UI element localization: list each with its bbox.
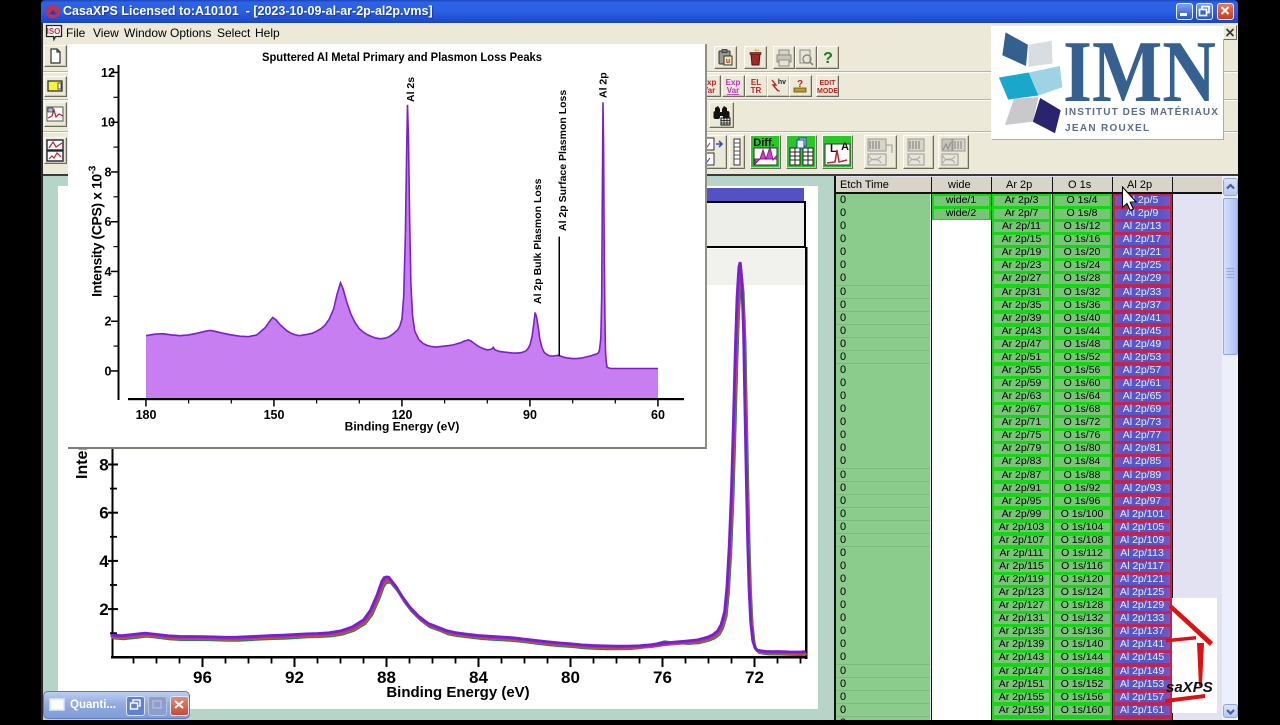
svg-text:hv: hv [778,79,786,86]
svg-text:A: A [841,141,849,153]
svg-text:150: 150 [264,408,285,422]
svg-text:2: 2 [99,600,108,619]
svg-text:Var: Var [703,86,715,95]
svg-text:Intensity (CPS) x 10-3: Intensity (CPS) x 10-3 [88,165,105,297]
svg-text:JEAN ROUXEL: JEAN ROUXEL [1065,123,1150,134]
svg-text:Al 2s: Al 2s [405,77,417,102]
svg-text:2: 2 [105,315,112,329]
svg-text:8: 8 [105,166,112,180]
svg-text:Var: Var [727,86,739,95]
svg-text:4: 4 [105,265,112,279]
svg-text:80: 80 [561,668,580,687]
svg-text:96: 96 [193,668,212,687]
svg-text:84: 84 [469,668,488,687]
svg-text:12: 12 [101,66,115,80]
svg-text:MODE: MODE [817,88,838,95]
svg-text:6: 6 [99,504,108,523]
svg-text:Binding Energy (eV): Binding Energy (eV) [386,684,529,701]
svg-text:90: 90 [523,408,537,422]
svg-text:INSTITUT DES MATÉRIAUX: INSTITUT DES MATÉRIAUX [1065,105,1219,118]
svg-text:88: 88 [377,668,396,687]
svg-text:Exp: Exp [702,78,717,87]
svg-text:8: 8 [99,456,108,475]
svg-text:180: 180 [136,408,157,422]
svg-text:EL: EL [751,78,761,87]
svg-text:TR: TR [751,86,762,95]
svg-text:Al 2p: Al 2p [598,72,610,98]
svg-text:60: 60 [651,408,665,422]
svg-text:L: L [830,143,837,155]
svg-text:72: 72 [745,668,764,687]
svg-text:Sputtered Al Metal Primary and: Sputtered Al Metal Primary and Plasmon L… [262,50,542,64]
svg-text:EDIT: EDIT [820,80,837,87]
svg-text:saXPS: saXPS [1166,679,1213,696]
svg-text:Exp: Exp [726,78,741,87]
svg-text:6: 6 [105,215,112,229]
svg-text:10: 10 [101,116,115,130]
svg-text:Al 2p Bulk Plasmon Loss: Al 2p Bulk Plasmon Loss [532,178,544,304]
svg-text:?: ? [823,50,833,67]
svg-text:0: 0 [105,365,112,379]
svg-text:76: 76 [653,668,672,687]
svg-text:u: u [726,58,730,65]
svg-text:92: 92 [285,668,304,687]
svg-text:Al 2p Surface Plasmon Loss: Al 2p Surface Plasmon Loss [557,90,569,231]
svg-text:ISO: ISO [47,27,61,36]
svg-text:Diff.: Diff. [753,137,774,149]
svg-text:120: 120 [392,408,413,422]
svg-text:?: ? [797,79,803,90]
svg-text:IMN: IMN [1063,26,1216,121]
svg-text:Binding Energy (eV): Binding Energy (eV) [345,420,460,434]
svg-text:4: 4 [99,552,109,571]
